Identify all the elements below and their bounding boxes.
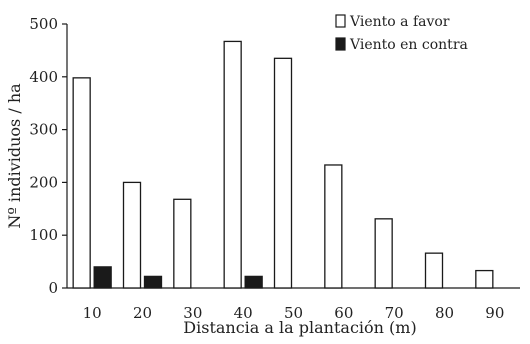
- legend-swatch-viento-en-contra: [335, 37, 346, 51]
- legend-item-viento-en-contra: Viento en contra: [335, 37, 468, 53]
- legend-label-viento-a-favor: Viento a favor: [349, 14, 450, 30]
- x-tick-label: 40: [234, 304, 253, 322]
- x-tick-label: 30: [183, 304, 202, 322]
- legend-label-viento-en-contra: Viento en contra: [349, 37, 468, 53]
- x-tick-label: 60: [334, 304, 353, 322]
- legend-swatch-viento-a-favor: [335, 14, 346, 28]
- bar-viento-a-favor-40: [223, 40, 242, 289]
- bar-viento-a-favor-90: [475, 269, 494, 289]
- x-axis-ticks: 10 20 30 40 50 60 70 80 90: [83, 304, 505, 322]
- x-tick-label: 50: [284, 304, 303, 322]
- bar-viento-a-favor-30: [173, 198, 192, 289]
- bar-series-group: [72, 40, 494, 289]
- bar-viento-en-contra-20: [143, 275, 163, 289]
- x-tick-label: 70: [385, 304, 404, 322]
- y-tick-label: 300: [29, 121, 58, 139]
- y-tick-label: 400: [29, 68, 58, 86]
- y-tick-label: 200: [29, 173, 58, 191]
- legend-item-viento-a-favor: Viento a favor: [335, 14, 450, 30]
- bar-viento-a-favor-70: [374, 218, 393, 289]
- bar-viento-en-contra-10: [93, 266, 112, 289]
- bar-viento-a-favor-80: [424, 252, 444, 289]
- x-axis-title: Distancia a la plantación (m): [183, 318, 416, 337]
- x-tick-label: 20: [133, 304, 152, 322]
- y-axis-ticks: 0 100 200 300 400 500: [29, 15, 67, 297]
- y-tick-label: 500: [29, 15, 58, 33]
- x-tick-label: 90: [485, 304, 504, 322]
- bar-viento-a-favor-50: [273, 57, 293, 289]
- bar-viento-a-favor-20: [122, 181, 142, 289]
- x-tick-label: 10: [83, 304, 102, 322]
- bar-viento-a-favor-60: [324, 164, 343, 289]
- y-tick-label: 100: [29, 226, 58, 244]
- y-tick-label: 0: [48, 279, 58, 297]
- x-tick-label: 80: [435, 304, 454, 322]
- legend: Viento a favor Viento en contra: [335, 14, 468, 53]
- y-axis-title: Nº individuos / ha: [5, 83, 24, 229]
- bar-viento-en-contra-40: [244, 275, 263, 289]
- bar-viento-a-favor-10: [72, 77, 91, 289]
